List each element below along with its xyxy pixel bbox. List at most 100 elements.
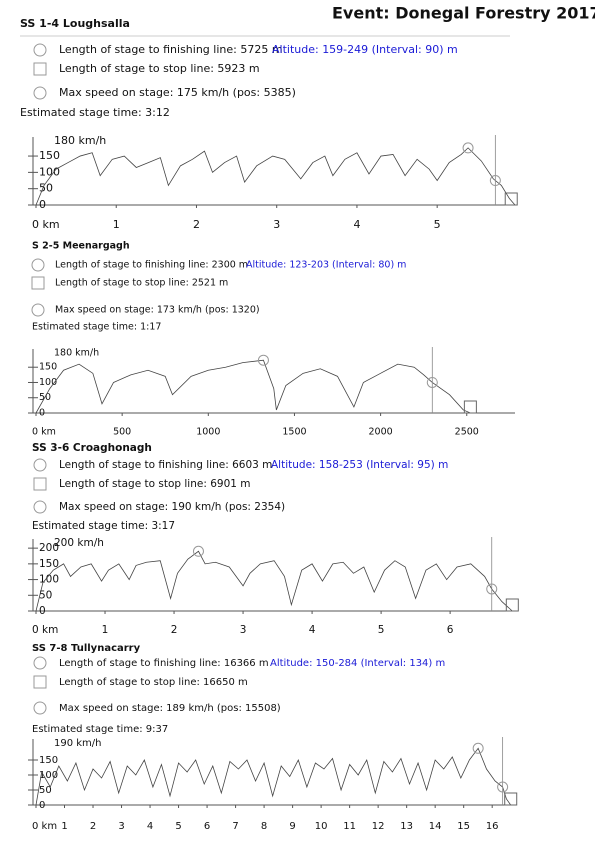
x-tick-label: 14	[429, 821, 442, 832]
y-tick-label: 100	[39, 574, 59, 586]
x-tick-label: 1	[61, 821, 67, 832]
max-icon	[33, 500, 47, 514]
x-tick-label: 2	[193, 218, 200, 231]
max-speed: Max speed on stage: 190 km/h (pos: 2354)	[59, 501, 285, 513]
finish-marker	[426, 376, 438, 388]
y-tick-label: 50	[39, 785, 52, 796]
y-tick-label: 50	[39, 589, 52, 601]
altitude: Altitude: 123-203 (Interval: 80) m	[246, 260, 406, 271]
x-tick-label: 1	[102, 624, 109, 636]
y-tick-label: 0	[39, 605, 46, 617]
stop-icon	[31, 276, 45, 290]
x-tick-label: 2	[90, 821, 96, 832]
max-marker	[472, 742, 484, 754]
x-tick-label: 1000	[196, 427, 220, 438]
finish-marker	[486, 583, 498, 595]
y-tick-label: 100	[39, 165, 60, 178]
max-icon	[33, 86, 47, 100]
y-tick-label: 150	[39, 755, 58, 766]
stage-title: SS 3-6 Croaghonagh	[32, 442, 152, 454]
stage-title: S 2-5 Meenargagh	[32, 241, 130, 252]
y-tick-label: 0	[39, 198, 46, 211]
x-tick-label: 10	[315, 821, 328, 832]
finish-length: Length of stage to finishing line: 6603 …	[59, 459, 272, 471]
max-marker	[192, 545, 204, 557]
altitude: Altitude: 159-249 (Interval: 90) m	[272, 43, 458, 56]
finish-marker	[497, 781, 509, 793]
y-tick-label: 100	[39, 770, 58, 781]
x-tick-label: 3	[273, 218, 280, 231]
x-tick-label: 3	[118, 821, 124, 832]
x-tick-label: 0 km	[32, 427, 56, 438]
stop-length: Length of stage to stop line: 6901 m	[59, 478, 251, 490]
finish-icon	[33, 458, 47, 472]
x-tick-label: 6	[447, 624, 454, 636]
x-tick-label: 13	[400, 821, 413, 832]
max-marker	[462, 142, 474, 154]
x-tick-label: 16	[486, 821, 499, 832]
y-label: 180 km/h	[54, 134, 106, 147]
x-tick-label: 5	[378, 624, 385, 636]
x-tick-label: 2000	[369, 427, 393, 438]
y-tick-label: 50	[39, 182, 53, 195]
finish-icon	[31, 258, 45, 272]
finish-length: Length of stage to finishing line: 16366…	[59, 658, 269, 669]
x-tick-label: 7	[232, 821, 238, 832]
stop-length: Length of stage to stop line: 16650 m	[59, 677, 248, 688]
finish-icon	[33, 43, 47, 57]
x-tick-label: 3	[240, 624, 247, 636]
max-speed: Max speed on stage: 189 km/h (pos: 15508…	[59, 703, 281, 714]
max-speed: Max speed on stage: 175 km/h (pos: 5385)	[59, 86, 296, 99]
x-tick-label: 5	[175, 821, 181, 832]
finish-icon	[33, 656, 47, 670]
finish-marker	[489, 175, 501, 187]
y-tick-label: 150	[39, 149, 60, 162]
stop-icon	[33, 477, 47, 491]
speed-line	[35, 550, 513, 612]
x-tick-label: 2500	[455, 427, 479, 438]
y-tick-label: 150	[39, 362, 57, 373]
stage-time: Estimated stage time: 3:12	[20, 106, 170, 119]
stage-title: SS 7-8 Tullynacarry	[32, 643, 141, 654]
max-icon	[31, 303, 45, 317]
max-speed: Max speed on stage: 173 km/h (pos: 1320)	[55, 305, 260, 316]
y-label: 190 km/h	[54, 738, 102, 749]
stage-time: Estimated stage time: 3:17	[32, 520, 175, 532]
y-label: 200 km/h	[54, 537, 104, 549]
max-icon	[33, 701, 47, 715]
x-tick-label: 6	[204, 821, 210, 832]
speed-line	[35, 359, 471, 414]
stop-marker	[504, 792, 518, 806]
stop-length: Length of stage to stop line: 2521 m	[55, 278, 228, 289]
y-tick-label: 150	[39, 558, 59, 570]
finish-length: Length of stage to finishing line: 2300 …	[55, 260, 248, 271]
stop-length: Length of stage to stop line: 5923 m	[59, 62, 260, 75]
x-tick-label: 1	[113, 218, 120, 231]
max-marker	[257, 354, 269, 366]
event-title: Event: Donegal Forestry 2017	[332, 4, 595, 23]
x-tick-label: 12	[372, 821, 385, 832]
x-tick-label: 0 km	[32, 821, 57, 832]
speed-line	[35, 747, 512, 806]
y-tick-label: 0	[39, 800, 45, 811]
x-tick-label: 9	[289, 821, 295, 832]
y-label: 180 km/h	[54, 348, 99, 359]
altitude: Altitude: 158-253 (Interval: 95) m	[271, 459, 448, 471]
y-tick-label: 100	[39, 377, 57, 388]
stop-icon	[33, 675, 47, 689]
stage-time: Estimated stage time: 1:17	[32, 322, 161, 333]
stop-marker	[463, 400, 477, 414]
x-tick-label: 4	[147, 821, 153, 832]
altitude: Altitude: 150-284 (Interval: 134) m	[270, 658, 445, 669]
stop-marker	[505, 598, 519, 612]
stop-icon	[33, 62, 47, 76]
finish-length: Length of stage to finishing line: 5725 …	[59, 43, 283, 56]
stage-time: Estimated stage time: 9:37	[32, 724, 168, 735]
x-tick-label: 15	[457, 821, 470, 832]
y-tick-label: 200	[39, 542, 59, 554]
stop-marker	[504, 192, 518, 206]
x-tick-label: 1500	[282, 427, 306, 438]
x-tick-label: 0 km	[32, 218, 60, 231]
x-tick-label: 8	[261, 821, 267, 832]
